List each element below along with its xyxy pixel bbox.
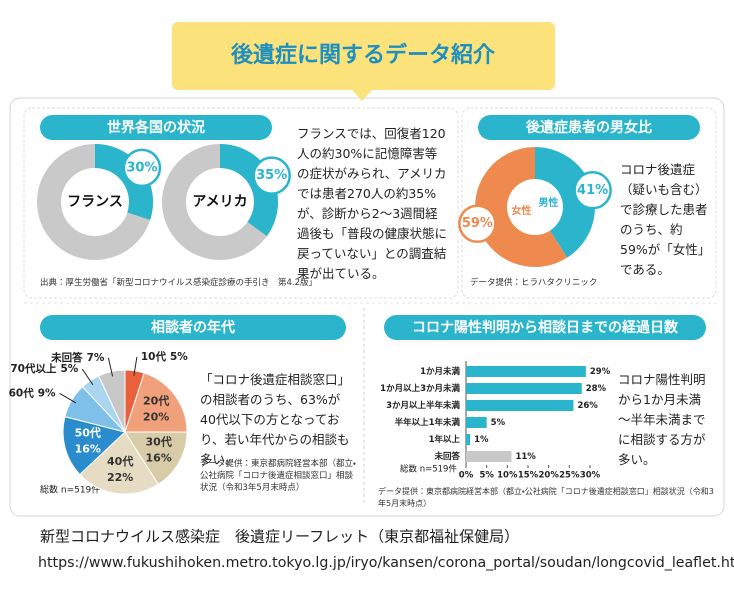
slice-label: 60代 [9, 386, 35, 399]
bar [466, 417, 487, 428]
value-label: 29% [590, 367, 611, 377]
frame [9, 97, 725, 517]
slice-value: 16% [146, 452, 172, 465]
slice-label: 30代 [146, 435, 172, 449]
x-tick-label: 30% [580, 471, 601, 481]
x-tick-label: 10% [497, 471, 518, 481]
pie-slice [62, 415, 127, 476]
category-label: 半年以上1年未満 [395, 417, 461, 428]
note: コロナ後遺症（疑いも含む）で診療した患者のうち、約59%が「女性」である。 [620, 162, 708, 277]
category-label: 1か月以上3か月未満 [380, 383, 460, 394]
category-label: 未回答 [433, 451, 460, 462]
callout [458, 204, 497, 243]
slice-label: 50代 [75, 426, 101, 440]
slice-value: 16% [75, 443, 101, 456]
total: 総数 n=519件 [40, 484, 100, 496]
value-label: 59% [462, 216, 493, 231]
slice-value: 5% [60, 363, 78, 375]
callout [573, 171, 612, 210]
category-label: 3か月以上半年未満 [386, 400, 460, 411]
value-label: 11% [515, 452, 536, 462]
callout [252, 156, 291, 195]
slice-value: 20% [143, 410, 169, 423]
section-title: コロナ陽性判明から相談日までの経過日数 [412, 319, 679, 336]
bar [466, 434, 471, 445]
section-pill [384, 315, 706, 340]
pie-slice [124, 431, 188, 486]
banner-pointer [352, 90, 372, 101]
value-label: 26% [577, 401, 598, 411]
source: データ提供：東京都病院経営本部（都立・公社病院「コロナ後遺症相談窓口」相談状況（… [200, 459, 356, 493]
bar [466, 400, 574, 411]
slice-value: 7% [87, 352, 105, 364]
slice-value: 22% [107, 471, 133, 484]
source: データ提供：東京都病院経営本部（都立・公社病院「コロナ後遺症相談窓口」相談状況（… [378, 487, 714, 508]
pie-slice [124, 372, 188, 433]
x-tick-label: 20% [538, 471, 559, 481]
note: フランスでは、回復者120人の約30%に記憶障害等の症状がみられ、アメリカでは患… [297, 126, 448, 281]
source: データ提供：ヒラハタクリニック [470, 278, 598, 288]
ring-label: 男性 [538, 196, 558, 209]
note: コロナ陽性判明から1か月未満～半年未満までに相談する方が多い。 [618, 372, 706, 467]
leader-line [107, 357, 114, 377]
total: 総数 n=519件 [400, 464, 457, 475]
footer-url: https://www.fukushihoken.metro.tokyo.lg.… [38, 555, 734, 571]
ring-segment [535, 147, 596, 258]
slice-label: 未回答 [50, 351, 83, 364]
source: 出典：厚生労働省「新型コロナウイルス感染症診療の手引き 第4.2版」 [40, 278, 318, 288]
value-label: 1% [474, 435, 489, 445]
slice-label: 20代 [143, 393, 169, 407]
value-label: 41% [577, 183, 608, 198]
bar [466, 383, 582, 394]
footer-title: 新型コロナウイルス感染症 後遺症リーフレット（東京都福祉保健局） [40, 528, 519, 546]
note: 「コロナ後遺症相談窓口」の相談者のうち、63%が40代以下の方となっており、若い… [200, 372, 351, 467]
bar [466, 366, 586, 377]
slice-label: 40代 [107, 454, 133, 468]
value-label: 28% [586, 384, 607, 394]
leader-line [59, 392, 77, 404]
callout [122, 148, 162, 188]
leader-line [81, 368, 94, 386]
slice-value: 5% [170, 351, 188, 363]
x-tick-label: 0% [459, 471, 474, 481]
slice-label: 70代以上 [10, 362, 57, 375]
category-label: 1年以上 [429, 434, 461, 445]
ring-label: 女性 [512, 204, 532, 217]
bar [466, 451, 512, 462]
section-title: 世界各国の状況 [107, 119, 205, 136]
slice-value: 9% [38, 387, 56, 399]
x-tick-label: 25% [559, 471, 580, 481]
donut-arc [95, 144, 153, 220]
leader-line [133, 356, 138, 376]
ring-segment [475, 147, 568, 267]
banner [172, 22, 555, 90]
category-label: 1か月未満 [420, 366, 460, 377]
value-label: 35% [256, 168, 287, 183]
section-pill [40, 315, 346, 340]
x-tick-label: 15% [518, 471, 539, 481]
slice-label: 10代 [141, 350, 167, 363]
page-title: 後遺症に関するデータ紹介 [230, 42, 495, 68]
section-pill [40, 115, 272, 140]
section-title: 相談者の年代 [151, 319, 235, 336]
x-tick-label: 5% [479, 471, 494, 481]
section-title: 後遺症患者の男女比 [525, 119, 652, 136]
value-label: 5% [491, 418, 506, 428]
pie-slice [79, 431, 159, 495]
donut-label: フランス [67, 194, 123, 210]
value-label: 30% [126, 160, 157, 175]
section-pill [478, 115, 700, 140]
donut-label: アメリカ [192, 194, 247, 210]
